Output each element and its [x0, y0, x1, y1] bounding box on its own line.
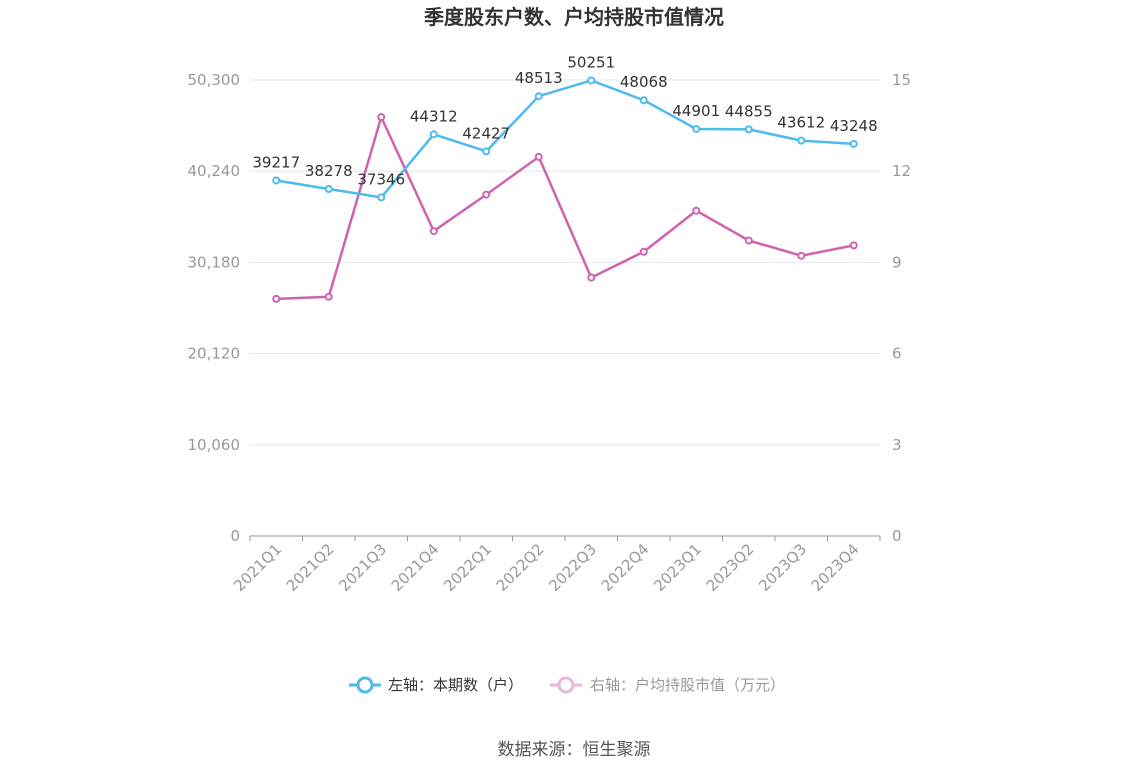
data-point-left[interactable] — [587, 76, 596, 85]
data-point-left[interactable] — [534, 92, 543, 101]
legend-item-left[interactable]: 左轴：本期数（户） — [349, 676, 523, 694]
series-right — [272, 113, 858, 303]
right-tick-label: 0 — [892, 527, 902, 545]
right-tick-label: 15 — [892, 71, 911, 89]
chart-title: 季度股东户数、户均持股市值情况 — [423, 5, 724, 29]
data-label: 44855 — [725, 102, 773, 120]
legend-item-right[interactable]: 右轴：户均持股市值（万元） — [550, 676, 785, 694]
left-tick-label: 0 — [230, 527, 240, 545]
left-tick-label: 20,120 — [188, 345, 241, 363]
data-point-right[interactable] — [744, 236, 753, 245]
series-line-right — [276, 115, 854, 301]
data-point-left[interactable] — [849, 139, 858, 148]
data-point-left[interactable] — [429, 130, 438, 139]
legend-label-right: 右轴：户均持股市值（万元） — [590, 676, 785, 694]
right-tick-label: 6 — [892, 345, 902, 363]
data-point-right[interactable] — [797, 251, 806, 260]
x-tick-label: 2023Q3 — [755, 540, 810, 595]
data-point-right[interactable] — [534, 152, 543, 161]
data-label: 44901 — [672, 102, 720, 120]
data-point-right[interactable] — [587, 273, 596, 282]
data-point-left[interactable] — [482, 147, 491, 156]
data-label: 43248 — [830, 117, 878, 135]
right-tick-label: 12 — [892, 162, 911, 180]
data-point-left[interactable] — [377, 193, 386, 202]
x-tick-label: 2023Q4 — [808, 540, 863, 595]
left-tick-label: 10,060 — [188, 436, 241, 454]
data-point-right[interactable] — [692, 206, 701, 215]
right-tick-label: 3 — [892, 436, 902, 454]
legend-marker-left — [356, 676, 374, 694]
left-axis: 0 10,060 20,120 30,180 40,240 50,300 — [188, 71, 241, 545]
data-point-right[interactable] — [639, 247, 648, 256]
data-label: 44312 — [410, 107, 458, 125]
x-tick-label: 2022Q2 — [493, 540, 548, 595]
data-point-right[interactable] — [377, 113, 386, 122]
data-label: 48513 — [515, 69, 563, 87]
left-tick-label: 30,180 — [188, 253, 241, 271]
x-tick-label: 2023Q1 — [650, 540, 705, 595]
x-axis: 2021Q12021Q22021Q32021Q42022Q12022Q22022… — [230, 535, 881, 595]
x-tick-label: 2021Q1 — [230, 540, 285, 595]
data-point-right[interactable] — [324, 292, 333, 301]
left-tick-label: 40,240 — [188, 162, 241, 180]
data-point-left[interactable] — [797, 136, 806, 145]
data-label: 42427 — [462, 124, 510, 142]
data-point-right[interactable] — [272, 294, 281, 303]
data-point-right[interactable] — [482, 190, 491, 199]
grid — [250, 79, 880, 446]
left-tick-label: 50,300 — [188, 71, 241, 89]
x-tick-label: 2022Q3 — [545, 540, 600, 595]
data-point-left[interactable] — [324, 184, 333, 193]
x-tick-label: 2021Q2 — [283, 540, 338, 595]
right-axis: 0 3 6 9 12 15 — [892, 71, 911, 545]
x-tick-label: 2021Q3 — [335, 540, 390, 595]
data-label: 48068 — [620, 73, 668, 91]
data-point-left[interactable] — [272, 176, 281, 185]
data-point-right[interactable] — [849, 241, 858, 250]
data-label: 43612 — [777, 114, 825, 132]
x-tick-label: 2022Q4 — [598, 540, 653, 595]
data-point-left[interactable] — [639, 96, 648, 105]
data-point-left[interactable] — [744, 125, 753, 134]
x-tick-label: 2023Q2 — [703, 540, 758, 595]
legend[interactable]: 左轴：本期数（户） 右轴：户均持股市值（万元） — [349, 676, 785, 694]
data-point-right[interactable] — [429, 227, 438, 236]
legend-label-left: 左轴：本期数（户） — [388, 676, 523, 694]
series-line-left — [276, 79, 854, 199]
data-label: 38278 — [305, 162, 353, 180]
data-point-left[interactable] — [692, 124, 701, 133]
data-label: 39217 — [252, 153, 300, 171]
data-label: 37346 — [357, 170, 405, 188]
source-note: 数据来源：恒生聚源 — [498, 740, 651, 760]
x-tick-label: 2021Q4 — [388, 540, 443, 595]
right-tick-label: 9 — [892, 253, 902, 271]
data-label: 50251 — [567, 53, 615, 71]
x-tick-label: 2022Q1 — [440, 540, 495, 595]
legend-marker-right — [557, 676, 575, 694]
